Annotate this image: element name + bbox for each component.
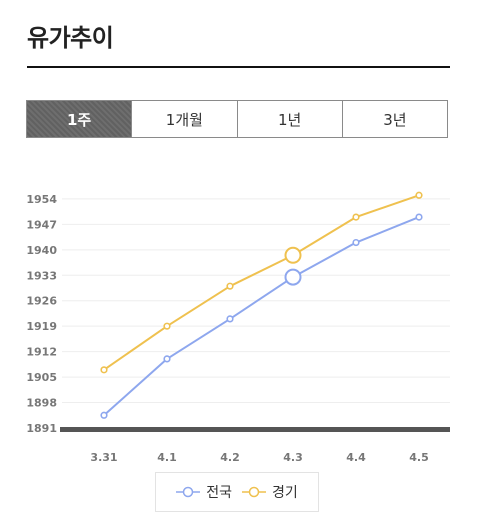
price-trend-chart: 1891 1898 1905 1912 1919 1926 1933 1940 1947 1954… [26, 191, 450, 464]
x-tick-label: 4.1 [157, 451, 177, 464]
y-tick-label: 1954 [26, 193, 57, 206]
series-1-point [226, 315, 234, 323]
series-2-point [100, 366, 108, 374]
y-tick-label: 1933 [26, 269, 57, 282]
x-tick-label: 4.3 [283, 451, 303, 464]
period-tabs: 1주 1개월 1년 3년 [26, 100, 448, 138]
series-1-line [103, 216, 420, 417]
title-divider [27, 66, 450, 68]
y-tick-label: 1919 [26, 320, 57, 333]
series-2-point [415, 191, 423, 199]
series-2-line [103, 194, 420, 371]
chart-legend: 전국 경기 [155, 472, 319, 512]
x-tick-label: 4.5 [409, 451, 429, 464]
y-tick-label: 1940 [26, 244, 57, 257]
y-tick-label: 1926 [26, 295, 57, 308]
tab-1-month[interactable]: 1개월 [131, 101, 237, 137]
y-tick-label: 1912 [26, 346, 57, 359]
legend-series-1-marker-icon [176, 486, 201, 498]
series-2-point [226, 282, 234, 290]
x-axis-baseline [60, 427, 450, 432]
legend-series-2-label: 경기 [272, 485, 298, 501]
y-tick-label: 1905 [26, 371, 57, 384]
series-2-point [163, 322, 171, 330]
page-title: 유가추이 [27, 24, 114, 52]
series-1-point [163, 355, 171, 363]
tab-1-year[interactable]: 1년 [236, 101, 342, 137]
x-tick-label: 4.4 [346, 451, 366, 464]
x-tick-label: 4.2 [220, 451, 240, 464]
tab-1-week[interactable]: 1주 [27, 101, 132, 137]
series-1-point [415, 213, 423, 221]
legend-item-series-2[interactable]: 경기 [242, 482, 298, 502]
series-2-point [352, 213, 360, 221]
legend-series-1-label: 전국 [206, 485, 232, 501]
legend-item-series-1[interactable]: 전국 [176, 482, 232, 502]
y-tick-label: 1947 [26, 218, 57, 231]
y-tick-label: 1891 [26, 422, 57, 435]
tab-3-year[interactable]: 3년 [341, 101, 447, 137]
y-tick-label: 1898 [26, 397, 57, 410]
series-1-point [352, 238, 360, 247]
series-1-point [100, 411, 108, 419]
series-2-highlight-point [284, 246, 302, 264]
series-1-highlight-point [284, 268, 302, 286]
legend-series-2-marker-icon [242, 486, 266, 498]
x-tick-label: 3.31 [90, 451, 117, 464]
